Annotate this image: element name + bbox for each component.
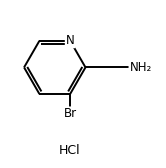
Text: Br: Br — [64, 107, 77, 120]
Text: NH₂: NH₂ — [129, 61, 152, 74]
Text: HCl: HCl — [59, 144, 81, 157]
Text: N: N — [66, 34, 75, 47]
